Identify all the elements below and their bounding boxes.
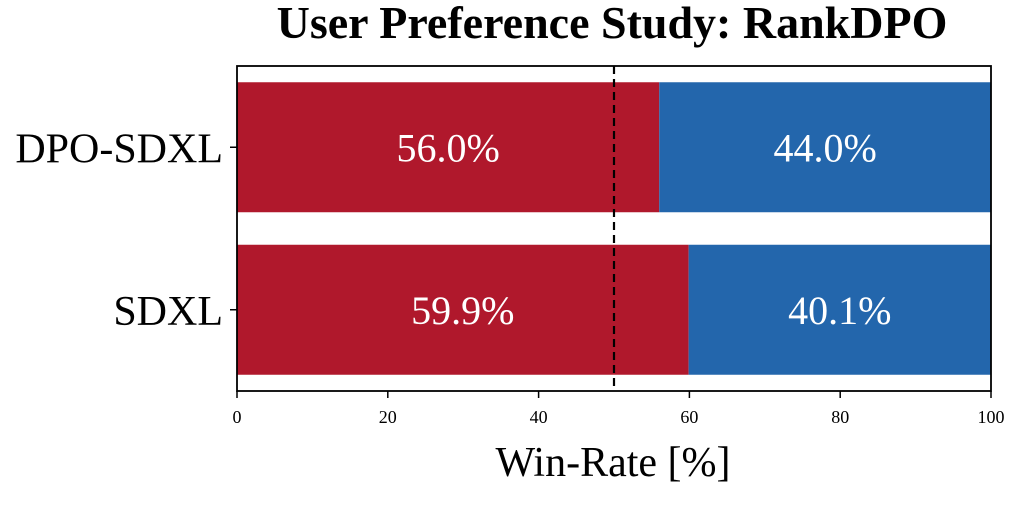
x-tick-label-20: 20 (379, 407, 397, 427)
bar-sdxl-series-2 (688, 244, 991, 375)
x-tick-label-60: 60 (680, 407, 698, 427)
bar-dpo-sdxl-series-1 (237, 82, 660, 213)
bar-label-sdxl-series-1: 59.9% (411, 288, 514, 333)
bar-label-dpo-sdxl-series-1: 56.0% (396, 125, 499, 170)
x-tick-label-40: 40 (530, 407, 548, 427)
x-tick-label-0: 0 (233, 407, 242, 427)
x-tick-label-80: 80 (831, 407, 849, 427)
bar-dpo-sdxl-series-2 (659, 82, 991, 213)
y-tick-label-dpo-sdxl: DPO-SDXL (15, 126, 223, 172)
y-tick-label-sdxl: SDXL (113, 289, 223, 335)
x-axis-label: Win-Rate [%] (495, 440, 730, 486)
x-tick-label-100: 100 (978, 407, 1005, 427)
plot-frame (236, 65, 992, 392)
bar-label-sdxl-series-2: 40.1% (788, 288, 891, 333)
chart-title: User Preference Study: RankDPO (277, 0, 948, 48)
plot-area: 56.0% 44.0% DPO-SDXL 59.9% 40.1% SDXL 0 20 40 60 8… (15, 65, 1005, 427)
bar-label-dpo-sdxl-series-2: 44.0% (773, 125, 876, 170)
